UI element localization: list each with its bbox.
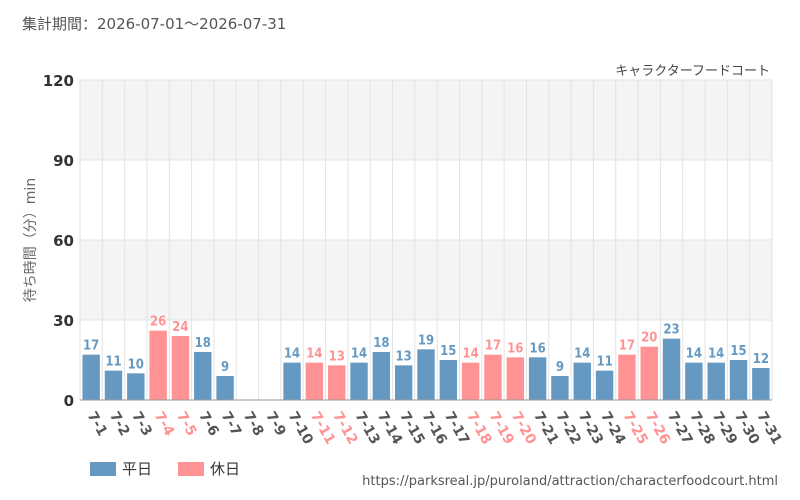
x-tick-label-7-9: 7-9 — [262, 409, 289, 439]
bar-7-30 — [729, 360, 748, 400]
value-label-7-21: 16 — [529, 341, 545, 356]
value-label-7-22: 9 — [556, 360, 564, 375]
bar-7-15 — [394, 365, 413, 400]
x-tick-label-7-7: 7-7 — [218, 409, 245, 439]
y-tick-label: 60 — [53, 232, 74, 250]
bar-7-29 — [707, 362, 725, 400]
value-label-7-18: 14 — [463, 347, 479, 362]
bar-7-27 — [662, 338, 681, 400]
source-url: https://parksreal.jp/puroland/attraction… — [362, 474, 778, 489]
value-label-7-6: 18 — [195, 336, 211, 351]
value-label-7-4: 26 — [150, 315, 166, 330]
value-label-7-3: 10 — [128, 357, 144, 372]
bar-7-6 — [194, 352, 212, 400]
value-label-7-16: 19 — [418, 333, 434, 348]
value-label-7-5: 24 — [172, 320, 188, 335]
x-tick-label-7-5: 7-5 — [173, 409, 200, 439]
bar-7-28 — [685, 362, 703, 400]
bar-7-12 — [328, 365, 346, 400]
bar-7-11 — [305, 362, 324, 400]
value-label-7-11: 14 — [306, 347, 322, 362]
bar-7-13 — [350, 362, 368, 400]
x-tick-label-7-4: 7-4 — [151, 409, 178, 439]
legend-swatch-holiday — [178, 461, 205, 476]
x-tick-label-7-8: 7-8 — [240, 409, 267, 439]
bar-7-26 — [640, 346, 658, 400]
value-label-7-29: 14 — [708, 347, 724, 362]
grid-band — [80, 80, 772, 160]
value-label-7-10: 14 — [284, 347, 300, 362]
value-label-7-23: 14 — [574, 347, 590, 362]
legend: 平日 休日 — [90, 458, 240, 479]
bar-7-5 — [171, 336, 190, 400]
value-label-7-27: 23 — [663, 323, 679, 338]
attraction-name: キャラクターフードコート — [615, 64, 770, 79]
y-tick-label: 30 — [53, 312, 74, 330]
legend-item-weekday: 平日 — [90, 458, 152, 479]
bar-7-4 — [149, 330, 167, 400]
bar-7-23 — [573, 362, 591, 400]
bar-7-17 — [439, 360, 458, 400]
value-label-7-14: 18 — [373, 336, 389, 351]
legend-swatch-weekday — [90, 461, 116, 476]
value-label-7-26: 20 — [641, 331, 657, 346]
legend-item-holiday: 休日 — [178, 458, 240, 479]
value-label-7-25: 17 — [619, 339, 635, 354]
bar-7-3 — [127, 373, 145, 400]
x-tick-label-7-2: 7-2 — [106, 409, 133, 439]
y-tick-label: 90 — [53, 152, 74, 170]
value-label-7-7: 9 — [221, 360, 229, 375]
x-tick-label-7-3: 7-3 — [128, 409, 155, 439]
bar-7-2 — [104, 370, 123, 400]
bar-7-18 — [461, 362, 480, 400]
value-label-7-24: 11 — [596, 355, 612, 370]
value-label-7-31: 12 — [753, 352, 769, 367]
bar-7-31 — [752, 368, 770, 400]
value-label-7-1: 17 — [83, 339, 99, 354]
legend-label-weekday: 平日 — [122, 460, 153, 478]
value-label-7-17: 15 — [440, 344, 456, 359]
period-label: 集計期間：2026-07-01～2026-07-31 — [22, 15, 287, 33]
bar-7-25 — [618, 354, 636, 400]
bar-7-16 — [417, 349, 435, 400]
bar-7-10 — [283, 362, 301, 400]
bar-7-21 — [528, 357, 547, 400]
bar-7-1 — [82, 354, 100, 400]
value-label-7-13: 14 — [351, 347, 367, 362]
bar-7-19 — [484, 354, 502, 400]
value-label-7-2: 11 — [105, 355, 121, 370]
grid-band — [80, 240, 772, 320]
bar-7-22 — [551, 376, 569, 400]
bar-7-20 — [506, 357, 524, 400]
value-label-7-12: 13 — [329, 349, 345, 364]
legend-label-holiday: 休日 — [210, 460, 241, 478]
y-tick-label: 0 — [64, 392, 74, 410]
value-label-7-19: 17 — [485, 339, 501, 354]
value-label-7-20: 16 — [507, 341, 523, 356]
value-label-7-30: 15 — [730, 344, 746, 359]
y-tick-label: 120 — [43, 72, 74, 90]
bar-7-14 — [372, 352, 391, 400]
value-label-7-15: 13 — [396, 349, 412, 364]
bar-7-24 — [595, 370, 614, 400]
value-label-7-28: 14 — [686, 347, 702, 362]
bar-7-7 — [216, 376, 234, 400]
x-tick-label-7-6: 7-6 — [195, 409, 222, 439]
x-tick-label-7-1: 7-1 — [84, 409, 111, 439]
